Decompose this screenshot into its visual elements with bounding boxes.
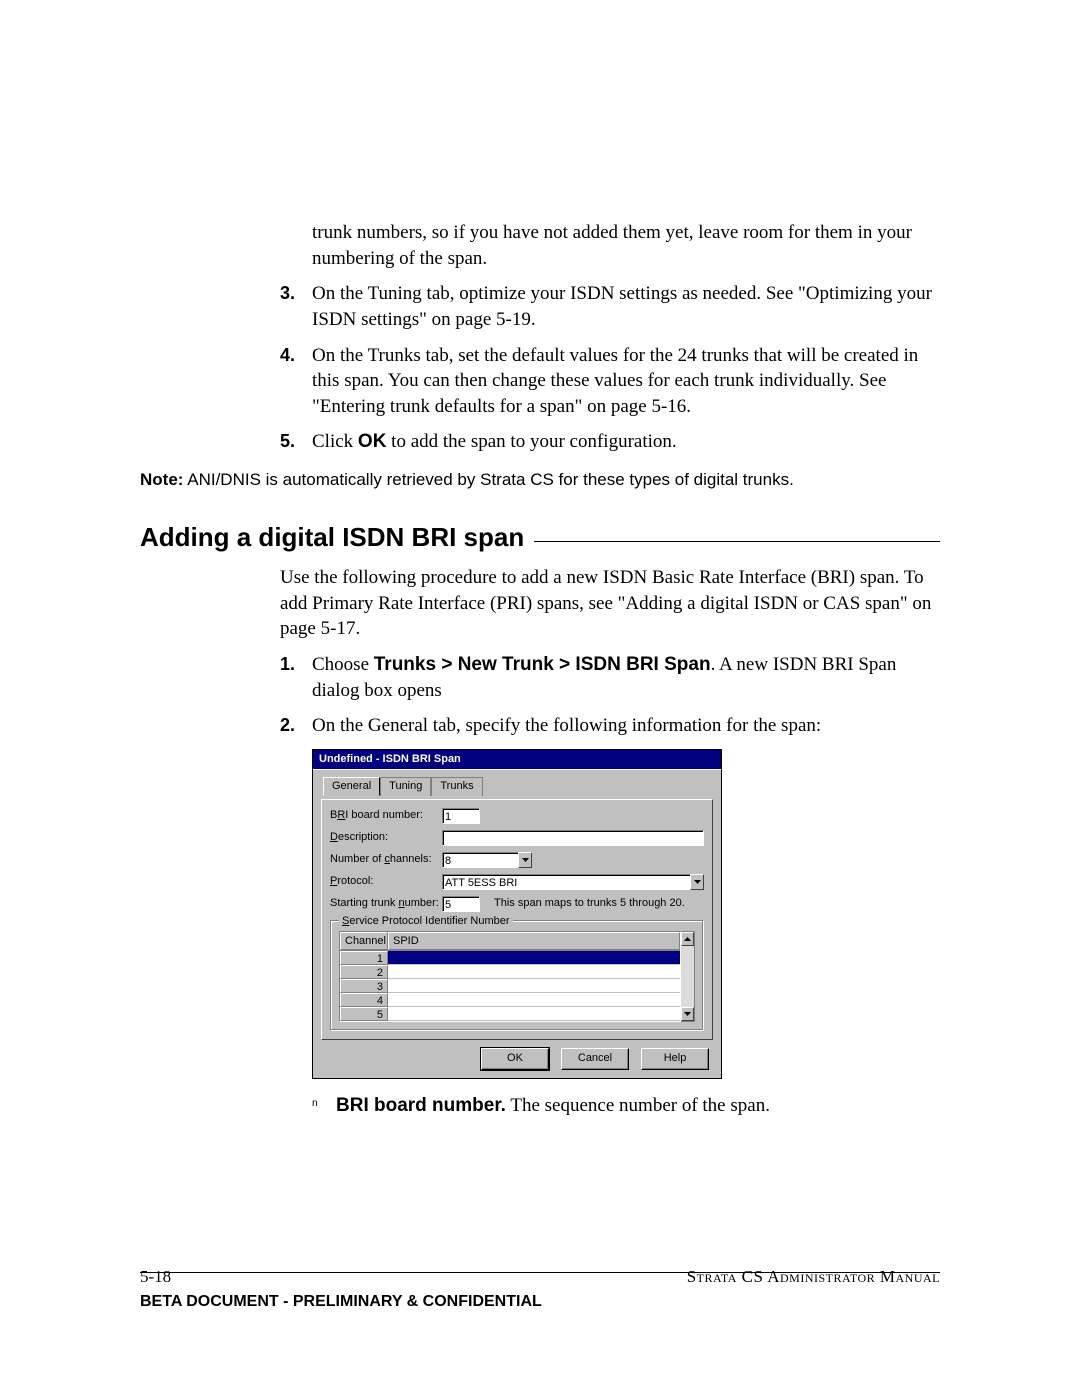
page-number: 5-18 <box>140 1266 171 1289</box>
note-text: ANI/DNIS is automatically retrieved by S… <box>183 470 793 489</box>
table-row[interactable]: 3 <box>340 979 680 993</box>
bullet-text: BRI board number. The sequence number of… <box>336 1093 770 1119</box>
dialog-titlebar: Undefined - ISDN BRI Span <box>313 750 721 769</box>
table-row[interactable]: 1 <box>340 951 680 965</box>
table-row[interactable]: 4 <box>340 993 680 1007</box>
protocol-select[interactable]: ATT 5ESS BRI <box>442 874 704 890</box>
tab-trunks[interactable]: Trunks <box>431 777 482 796</box>
spid-group-title: Service Protocol Identifier Number <box>339 914 513 929</box>
span-maps-text: This span maps to trunks 5 through 20. <box>494 896 685 911</box>
tab-general[interactable]: General <box>323 777 380 796</box>
cancel-button[interactable]: Cancel <box>561 1048 629 1070</box>
chevron-down-icon[interactable] <box>690 874 704 890</box>
ok-button[interactable]: OK <box>481 1048 549 1070</box>
label-protocol: Protocol: <box>330 874 442 889</box>
step2-1-text: Choose Trunks > New Trunk > ISDN BRI Spa… <box>312 652 940 703</box>
table-row[interactable]: 5 <box>340 1007 680 1021</box>
label-description: Description: <box>330 830 442 845</box>
starting-trunk-input[interactable]: 5 <box>442 896 480 912</box>
isdn-bri-span-dialog: Undefined - ISDN BRI Span General Tuning… <box>312 749 722 1080</box>
step2-2-text: On the General tab, specify the followin… <box>312 713 940 739</box>
chevron-down-icon[interactable] <box>518 852 532 868</box>
step-3-text: On the Tuning tab, optimize your ISDN se… <box>312 281 940 332</box>
step-4-text: On the Trunks tab, set the default value… <box>312 343 940 420</box>
col-header-spid: SPID <box>388 932 680 951</box>
scroll-up-icon[interactable] <box>681 932 694 946</box>
description-input[interactable] <box>442 830 704 846</box>
confidential-banner: BETA DOCUMENT - PRELIMINARY & CONFIDENTI… <box>140 1291 940 1313</box>
label-starting-trunk: Starting trunk number: <box>330 896 442 911</box>
bullet-mark: n <box>312 1093 336 1119</box>
spid-table[interactable]: Channel SPID 1 2 3 <box>339 931 681 1023</box>
step-3-num: 3. <box>280 281 312 332</box>
cont-text: trunk numbers, so if you have not added … <box>312 220 940 271</box>
scrollbar[interactable] <box>681 931 695 1023</box>
label-bri-board-number: BRI board number: <box>330 808 442 823</box>
step2-2-num: 2. <box>280 713 312 739</box>
help-button[interactable]: Help <box>641 1048 709 1070</box>
step2-1-num: 1. <box>280 652 312 703</box>
step-5-num: 5. <box>280 429 312 455</box>
step-5-text: Click OK to add the span to your configu… <box>312 429 940 455</box>
note-label: Note: <box>140 470 183 489</box>
table-row[interactable]: 2 <box>340 965 680 979</box>
note-block: Note: ANI/DNIS is automatically retrieve… <box>140 469 940 492</box>
col-header-channel: Channel <box>340 932 388 951</box>
section-heading: Adding a digital ISDN BRI span <box>140 522 940 553</box>
step-4-num: 4. <box>280 343 312 420</box>
label-num-channels: Number of channels: <box>330 852 442 867</box>
tab-tuning[interactable]: Tuning <box>380 777 431 796</box>
bri-board-number-input[interactable]: 1 <box>442 808 480 824</box>
spid-group: Service Protocol Identifier Number Chann… <box>330 920 704 1032</box>
intro-paragraph: Use the following procedure to add a new… <box>280 565 940 642</box>
scroll-down-icon[interactable] <box>681 1007 694 1021</box>
tab-strip: General Tuning Trunks <box>321 776 713 795</box>
manual-title: Strata CS Administrator Manual <box>687 1266 940 1289</box>
